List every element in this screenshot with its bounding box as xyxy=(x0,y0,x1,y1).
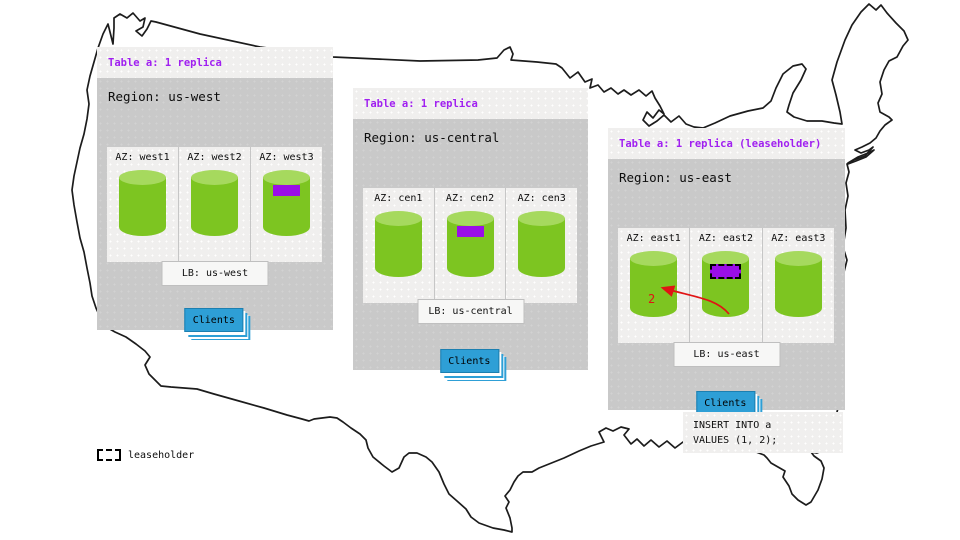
az-column-east2: AZ: east2 xyxy=(690,228,763,343)
leaseholder-legend-label: leaseholder xyxy=(128,449,195,461)
cylinder-body xyxy=(191,177,238,236)
az-column-cen1: AZ: cen1 xyxy=(363,188,435,303)
replica-chunk xyxy=(456,226,484,237)
load-balancer: LB: us-east xyxy=(673,342,780,367)
table-replica-label: Table a: 1 replica xyxy=(364,97,478,110)
az-column-east3: AZ: east3 xyxy=(763,228,834,343)
az-column-west1: AZ: west1 xyxy=(107,147,179,262)
leaseholder-swatch-icon xyxy=(97,449,121,461)
az-column-cen3: AZ: cen3 xyxy=(506,188,577,303)
cylinder-body xyxy=(774,258,822,317)
leaseholder-legend: leaseholder xyxy=(97,449,194,461)
az-column-west2: AZ: west2 xyxy=(179,147,251,262)
region-title: Region: us-east xyxy=(619,170,732,185)
database-node-icon xyxy=(191,170,238,236)
az-panel: AZ: east1 AZ: east2 AZ: east3 xyxy=(618,228,834,343)
az-label: AZ: cen2 xyxy=(445,193,495,204)
az-label: AZ: west1 xyxy=(115,152,170,163)
region-body: Region: us-central AZ: cen1 AZ: cen2 AZ:… xyxy=(353,119,588,373)
clients-stack: Clients xyxy=(439,349,499,373)
cylinder-top xyxy=(119,170,166,185)
sql-statement-note: INSERT INTO a VALUES (1, 2); xyxy=(683,412,843,453)
az-label: AZ: east1 xyxy=(626,233,681,244)
database-node-icon xyxy=(702,251,750,317)
table-replica-label: Table a: 1 replica (leaseholder) xyxy=(619,137,822,150)
database-node-icon xyxy=(774,251,822,317)
load-balancer: LB: us-central xyxy=(417,299,524,324)
az-label: AZ: west2 xyxy=(187,152,242,163)
cylinder-top xyxy=(446,211,494,226)
az-column-west3: AZ: west3 xyxy=(251,147,322,262)
database-node-icon xyxy=(119,170,166,236)
cylinder-top xyxy=(518,211,566,226)
cylinder-top xyxy=(774,251,822,266)
cylinder-body xyxy=(630,258,678,317)
cylinder-top xyxy=(263,170,310,185)
az-label: AZ: east2 xyxy=(698,233,754,244)
az-column-cen2: AZ: cen2 xyxy=(435,188,507,303)
az-label: AZ: cen3 xyxy=(517,193,566,204)
database-node-icon xyxy=(630,251,678,317)
az-panel: AZ: west1 AZ: west2 AZ: west3 xyxy=(107,147,322,262)
load-balancer: LB: us-west xyxy=(161,261,269,286)
cylinder-top xyxy=(374,211,422,226)
table-replica-header: Table a: 1 replica xyxy=(353,88,588,119)
az-panel: AZ: cen1 AZ: cen2 AZ: cen3 xyxy=(363,188,577,303)
table-replica-header: Table a: 1 replica xyxy=(97,47,333,78)
region-title: Region: us-central xyxy=(364,130,500,145)
table-replica-label: Table a: 1 replica xyxy=(108,56,222,69)
az-label: AZ: east3 xyxy=(771,233,826,244)
region-card-us-central: Table a: 1 replica Region: us-central AZ… xyxy=(353,88,588,373)
sql-line-1: INSERT INTO a xyxy=(693,420,772,431)
region-body: Region: us-east AZ: east1 AZ: east2 AZ: … xyxy=(608,159,845,415)
database-node-icon xyxy=(263,170,310,236)
region-body: Region: us-west AZ: west1 AZ: west2 AZ: … xyxy=(97,78,333,332)
cylinder-body xyxy=(518,218,566,277)
region-card-us-west: Table a: 1 replica Region: us-west AZ: w… xyxy=(97,47,333,332)
table-replica-header: Table a: 1 replica (leaseholder) xyxy=(608,128,845,159)
clients-stack: Clients xyxy=(184,308,244,332)
az-label: AZ: cen1 xyxy=(374,193,423,204)
az-column-east1: AZ: east1 xyxy=(618,228,691,343)
sql-line-2: VALUES (1, 2); xyxy=(693,435,778,446)
long-island-path xyxy=(847,149,875,165)
leaseholder-chunk xyxy=(710,264,742,279)
az-label: AZ: west3 xyxy=(259,152,314,163)
cylinder-body xyxy=(119,177,166,236)
region-card-us-east: Table a: 1 replica (leaseholder) Region:… xyxy=(608,128,845,415)
cylinder-body xyxy=(374,218,422,277)
database-node-icon xyxy=(374,211,422,277)
replica-chunk xyxy=(273,185,300,196)
region-title: Region: us-west xyxy=(108,89,221,104)
cylinder-top xyxy=(630,251,678,266)
cylinder-top xyxy=(191,170,238,185)
database-node-icon xyxy=(518,211,566,277)
database-node-icon xyxy=(446,211,494,277)
